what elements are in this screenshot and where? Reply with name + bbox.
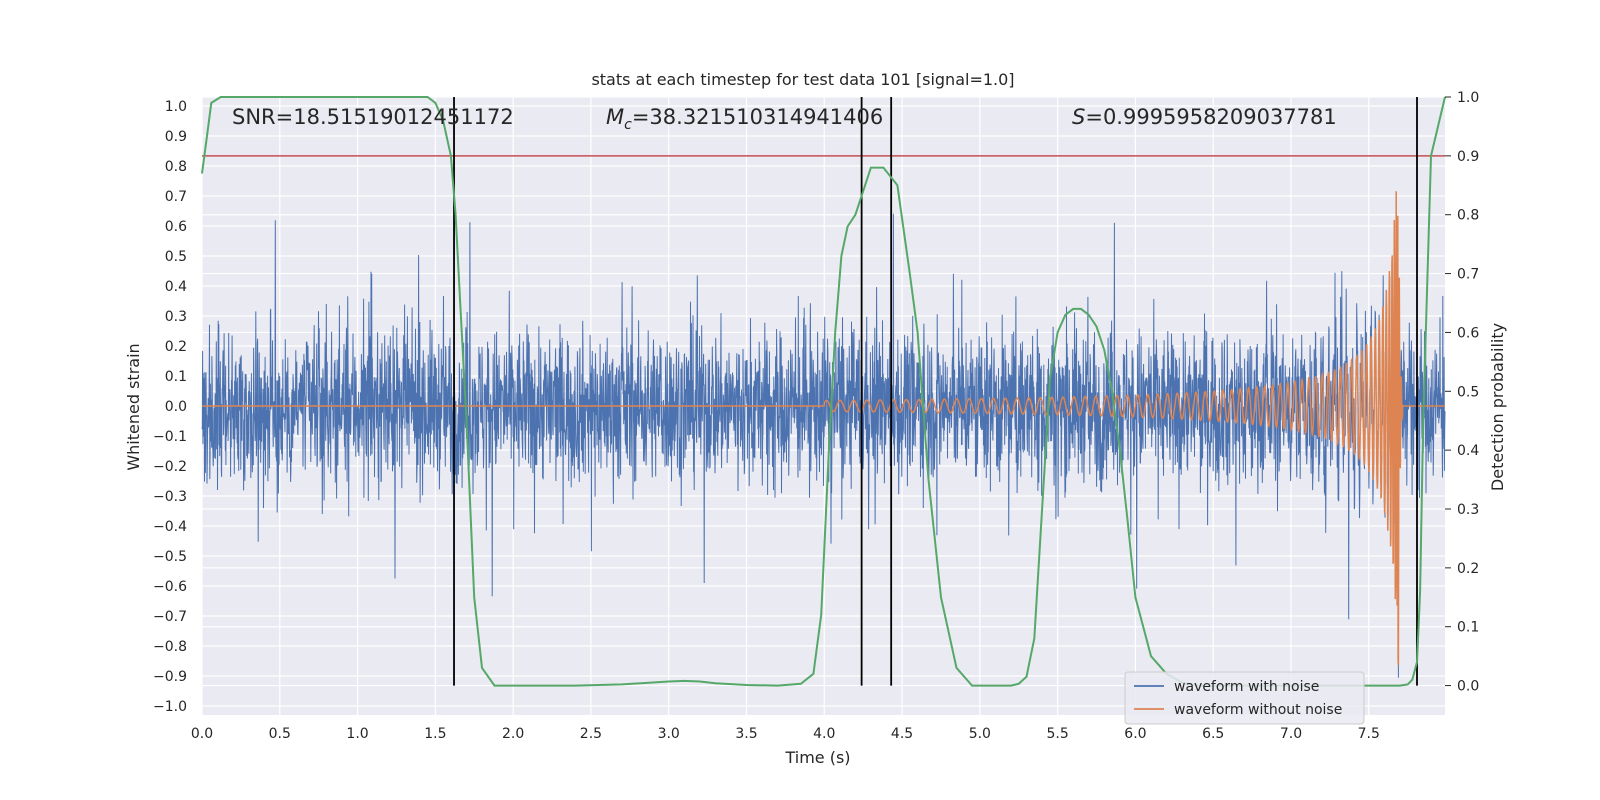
y-axis-label: Whitened strain xyxy=(124,343,143,470)
chart-title: stats at each timestep for test data 101… xyxy=(591,70,1014,89)
y2-axis-label: Detection probability xyxy=(1488,323,1507,491)
y2-tick-label: 0.9 xyxy=(1457,149,1479,165)
y-tick-label: −0.9 xyxy=(153,669,187,685)
y-tick-label: −0.8 xyxy=(153,639,187,655)
y-tick-label: −0.2 xyxy=(153,459,187,475)
y-tick-label: 0.3 xyxy=(165,309,187,325)
legend-label-clean: waveform without noise xyxy=(1174,702,1342,718)
y-tick-label: −0.1 xyxy=(153,429,187,445)
y-tick-label: 0.2 xyxy=(165,339,187,355)
y2-tick-label: 1.0 xyxy=(1457,90,1479,106)
legend-label-noise: waveform with noise xyxy=(1174,679,1319,695)
y-tick-label: 0.1 xyxy=(165,369,187,385)
x-tick-label: 2.0 xyxy=(502,726,524,742)
legend: waveform with noise waveform without noi… xyxy=(1124,671,1365,725)
s-annotation: S=0.9995958209037781 xyxy=(1072,105,1337,129)
y-tick-label: 1.0 xyxy=(165,99,187,115)
y-tick-label: −0.6 xyxy=(153,579,187,595)
y-tick-label: 0.6 xyxy=(165,219,187,235)
y-tick-label: −1.0 xyxy=(153,699,187,715)
y-tick-label: 0.7 xyxy=(165,189,187,205)
y-axis-ticks: 1.0 0.9 0.8 0.7 0.6 0.5 0.4 0.3 0.2 0.1 0.0 −0.1 −0.… xyxy=(153,99,187,715)
s-value: =0.9995958209037781 xyxy=(1085,105,1336,129)
mc-value: =38.321510314941406 xyxy=(632,105,883,129)
x-tick-label: 6.5 xyxy=(1202,726,1224,742)
y2-tick-label: 0.8 xyxy=(1457,208,1479,224)
x-tick-label: 1.5 xyxy=(424,726,446,742)
series-waveform-with-noise xyxy=(201,213,1446,678)
y2-tick-label: 0.2 xyxy=(1457,561,1479,577)
x-axis-ticks: 0.0 0.5 1.0 1.5 2.0 2.5 3.0 3.5 4.0 4.5 5.0 5.5 6.0 6… xyxy=(191,726,1380,742)
y-tick-label: 0.8 xyxy=(165,159,187,175)
x-tick-label: 3.0 xyxy=(658,726,680,742)
snr-annotation: SNR=18.51519012451172 xyxy=(232,105,514,129)
series-waveform-without-noise xyxy=(202,191,1445,666)
y-tick-label: −0.4 xyxy=(153,519,187,535)
x-tick-label: 1.0 xyxy=(346,726,368,742)
y2-tick-label: 0.3 xyxy=(1457,502,1479,518)
x-tick-label: 7.0 xyxy=(1280,726,1302,742)
y2-tick-label: 0.5 xyxy=(1457,384,1479,400)
x-tick-label: 0.0 xyxy=(191,726,213,742)
mc-symbol: M xyxy=(606,105,624,129)
y2-tick-label: 0.4 xyxy=(1457,443,1479,459)
y2-tick-label: 0.1 xyxy=(1457,620,1479,636)
y-tick-label: 0.5 xyxy=(165,249,187,265)
x-tick-label: 6.0 xyxy=(1124,726,1146,742)
x-axis-label: Time (s) xyxy=(784,748,850,767)
x-tick-label: 4.5 xyxy=(891,726,913,742)
x-tick-label: 2.5 xyxy=(580,726,602,742)
y-tick-label: −0.3 xyxy=(153,489,187,505)
mc-subscript: c xyxy=(624,117,632,133)
y-tick-label: 0.9 xyxy=(165,129,187,145)
x-tick-label: 3.5 xyxy=(735,726,757,742)
y2-tick-label: 0.7 xyxy=(1457,267,1479,283)
x-tick-label: 7.5 xyxy=(1358,726,1380,742)
y2-axis-ticks: 1.0 0.9 0.8 0.7 0.6 0.5 0.4 0.3 0.2 0.1 0.0 xyxy=(1445,90,1479,695)
y2-tick-label: 0.6 xyxy=(1457,325,1479,341)
legend-box xyxy=(1124,671,1365,725)
x-tick-label: 0.5 xyxy=(269,726,291,742)
s-symbol: S xyxy=(1072,105,1085,129)
y-tick-label: −0.7 xyxy=(153,609,187,625)
x-tick-label: 5.5 xyxy=(1046,726,1068,742)
x-tick-label: 4.0 xyxy=(813,726,835,742)
mc-annotation: Mc=38.321510314941406 xyxy=(606,105,883,133)
y-tick-label: 0.0 xyxy=(165,399,187,415)
x-tick-label: 5.0 xyxy=(969,726,991,742)
y-tick-label: −0.5 xyxy=(153,549,187,565)
y2-tick-label: 0.0 xyxy=(1457,679,1479,695)
y-tick-label: 0.4 xyxy=(165,279,187,295)
